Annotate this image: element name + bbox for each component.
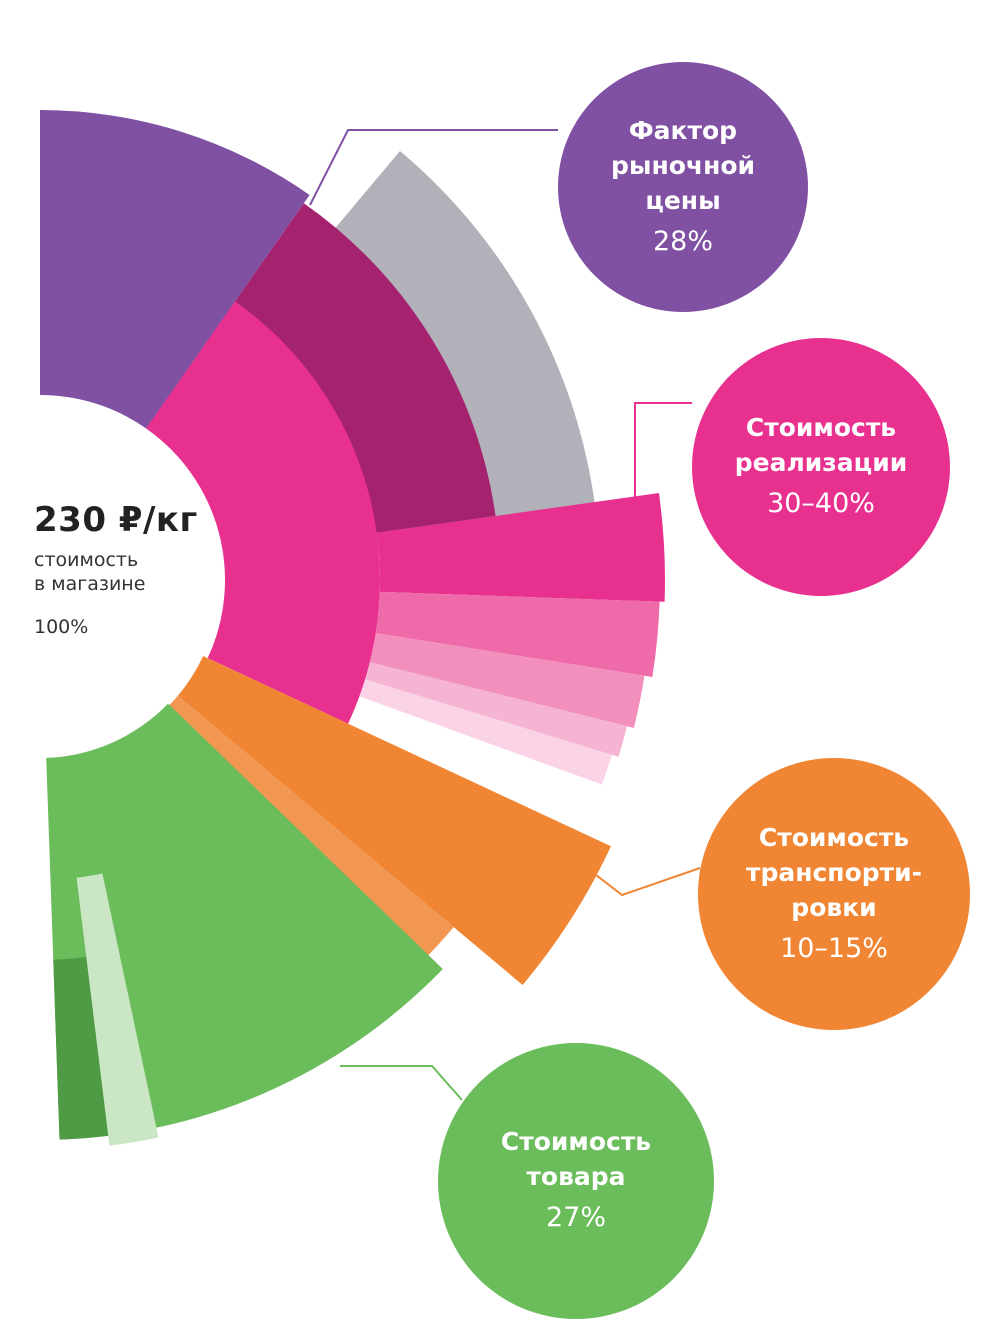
center-description: стоимость в магазине (34, 548, 198, 596)
bubble-title-line: ровки (791, 892, 877, 922)
center-percent: 100% (34, 616, 89, 638)
bubble-title-line: товара (526, 1162, 626, 1191)
leader-line-market-price (309, 129, 558, 206)
bubble-value: 28% (652, 225, 713, 257)
bubble-title: Стоимость транспорти- ровки (746, 820, 922, 925)
bubble-value: 27% (545, 1202, 606, 1233)
bubble-title-line: Фактор (628, 115, 738, 145)
slice-sales-band (359, 679, 612, 785)
slice-market-price (40, 110, 310, 429)
leader-line-sales (634, 402, 692, 510)
slice-transport (177, 656, 611, 985)
bubble-title-line: реализации (734, 448, 908, 477)
slice-sales-band (375, 591, 660, 677)
slice-sales-band (369, 633, 645, 729)
bubble-title-line: транспорти- (745, 857, 923, 887)
bubble-market-price: Фактор рыночной цены 28% (558, 62, 808, 312)
bubble-sales-cost: Стоимость реализации 30–40% (692, 338, 950, 596)
bubble-value: 30–40% (767, 488, 875, 519)
center-desc-line-1: стоимость (34, 549, 139, 571)
slice-sales (146, 301, 380, 724)
leader-line-goods (340, 1065, 463, 1101)
bubble-title: Стоимость реализации (735, 410, 908, 480)
bubble-title-line: цены (645, 185, 721, 215)
bubble-title-line: Стоимость (500, 1127, 652, 1156)
center-price: 230 ₽/кг (34, 500, 198, 540)
leader-line-transport (569, 854, 701, 897)
slice-transport-edge (167, 695, 454, 962)
slice-goods-light (76, 873, 159, 1146)
bubble-title: Стоимость товара (501, 1124, 651, 1194)
bubble-title-line: Стоимость (758, 822, 910, 852)
slice-sales-band (365, 662, 628, 757)
bubble-title: Фактор рыночной цены (611, 113, 755, 218)
center-desc-line-2: в магазине (34, 573, 146, 595)
center-label: 230 ₽/кг стоимость в магазине 100% (34, 500, 198, 638)
bubble-value: 10–15% (780, 932, 888, 964)
slice-goods-dark (53, 956, 118, 1140)
bubble-title-line: Стоимость (745, 413, 897, 442)
slice-goods (46, 703, 443, 1140)
slice-sales-band (376, 493, 665, 602)
bubble-title-line: рыночной (610, 150, 756, 180)
bubble-goods-cost: Стоимость товара 27% (438, 1043, 714, 1319)
bubble-transport-cost: Стоимость транспорти- ровки 10–15% (698, 758, 970, 1030)
